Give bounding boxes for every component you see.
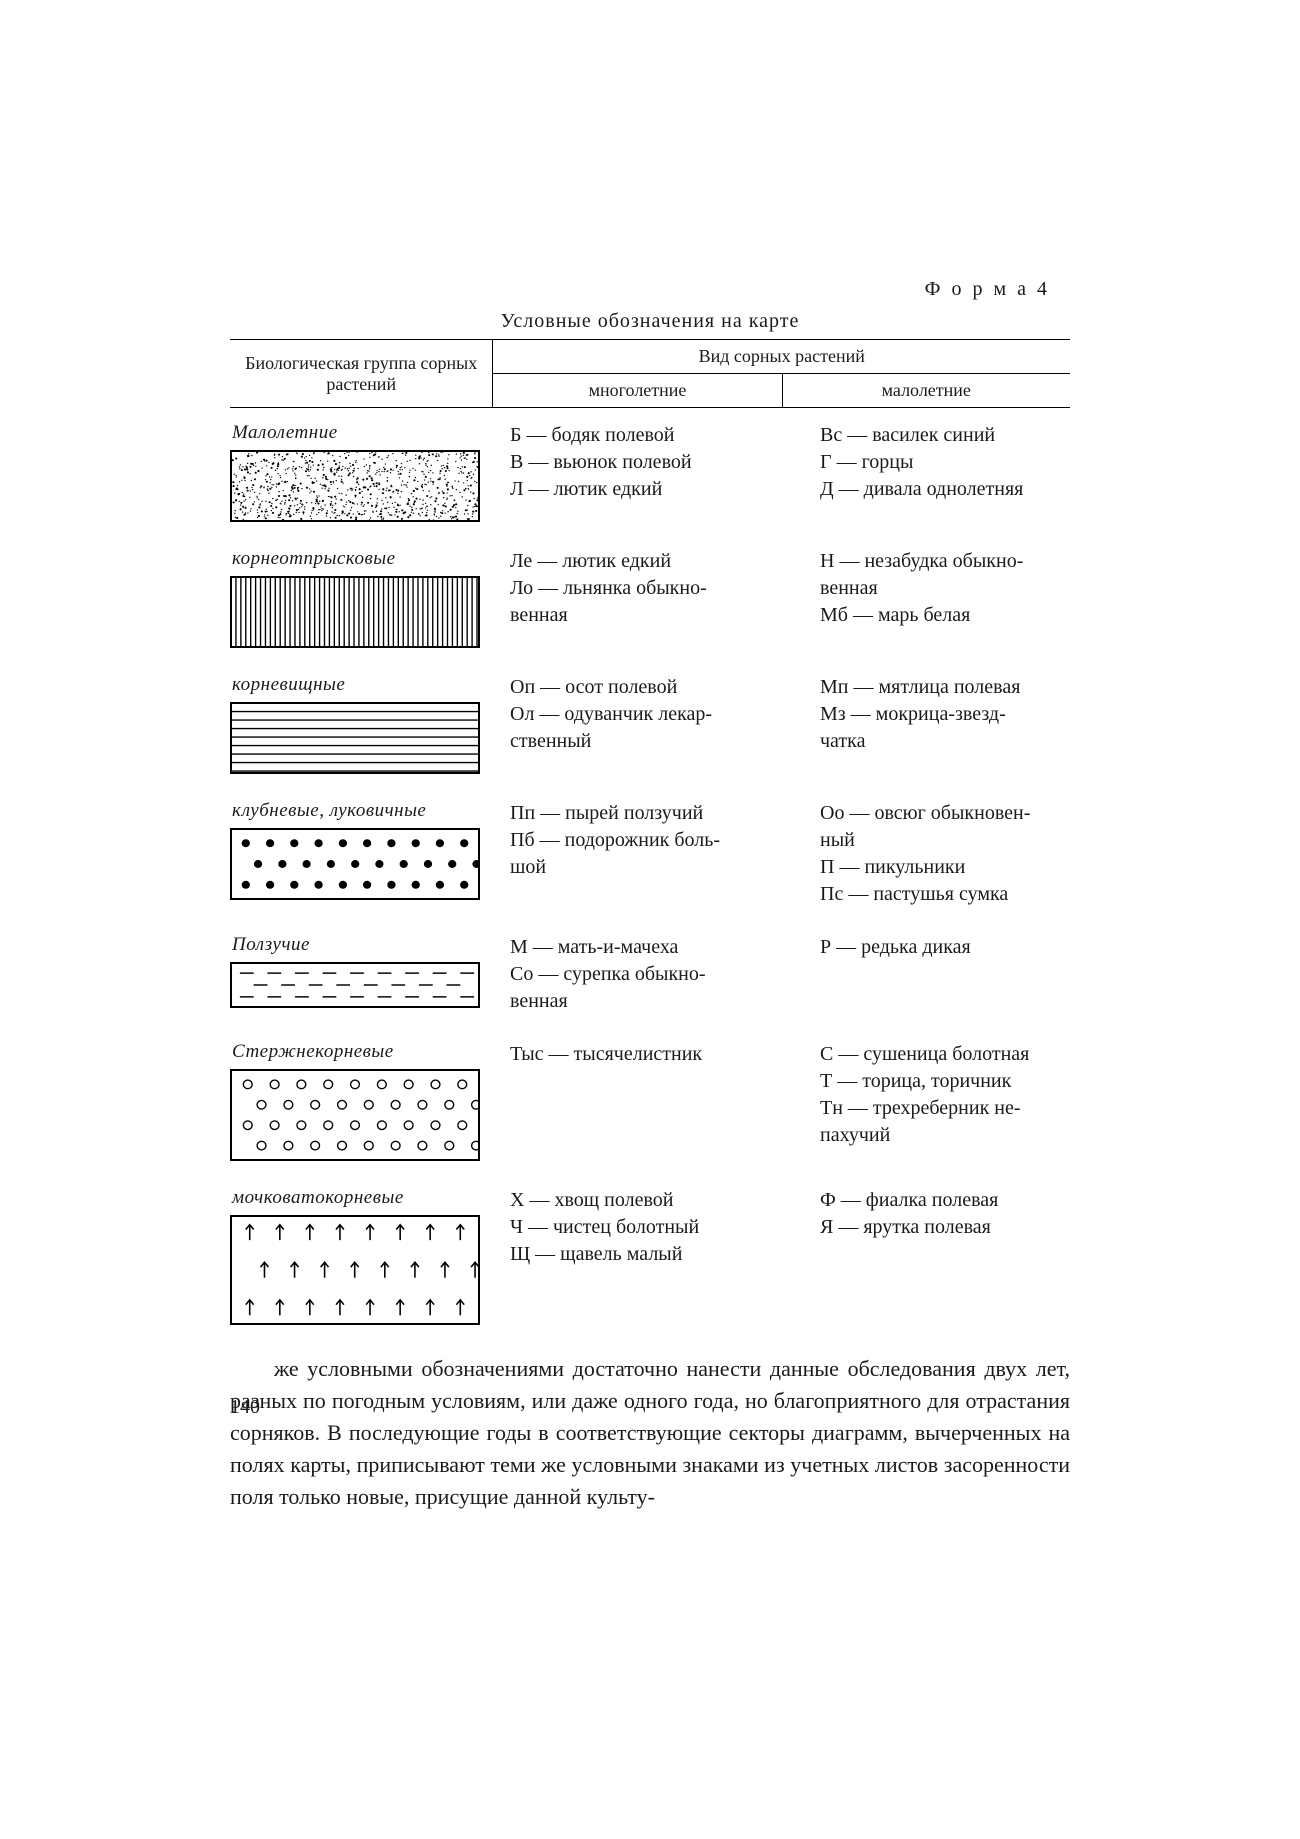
species-line: Тн — трехреберник не- xyxy=(820,1095,1110,1122)
legend-row: корнеотпрысковые Ле — лютик едкийЛо — льн… xyxy=(230,548,1070,648)
pattern-swatch xyxy=(230,1069,480,1161)
col-perennial: М — мать-и-мачехаСо — сурепка обыкно-вен… xyxy=(510,934,800,1015)
species-line: Н — незабудка обыкно- xyxy=(820,548,1110,575)
species-line: Я — ярутка полевая xyxy=(820,1214,1110,1241)
swatch-cell: Малолетние xyxy=(230,422,490,522)
species-line: Ле — лютик едкий xyxy=(510,548,800,575)
species-line: шой xyxy=(510,854,800,881)
species-line: Мз — мокрица-звезд- xyxy=(820,701,1110,728)
species-line: Мп — мятлица полевая xyxy=(820,674,1110,701)
group-label: Ползучие xyxy=(232,934,490,956)
species-line: М — мать-и-мачеха xyxy=(510,934,800,961)
species-line: Ч — чистец болотный xyxy=(510,1214,800,1241)
species-line: Ол — одуванчик лекар- xyxy=(510,701,800,728)
species-line: Ло — льнянка обыкно- xyxy=(510,575,800,602)
species-line: Т — торица, торичник xyxy=(820,1068,1110,1095)
species-line: Л — лютик едкий xyxy=(510,476,800,503)
species-line: Щ — щавель малый xyxy=(510,1241,800,1268)
species-line: ный xyxy=(820,827,1110,854)
col-perennial: Ле — лютик едкийЛо — льнянка обыкно-венн… xyxy=(510,548,800,629)
col-annual: Вс — василек синийГ — горцыД — дивала од… xyxy=(820,422,1110,503)
species-line: Ф — фиалка полевая xyxy=(820,1187,1110,1214)
species-line: П — пикульники xyxy=(820,854,1110,881)
species-line: венная xyxy=(820,575,1110,602)
species-line: ственный xyxy=(510,728,800,755)
legend-header-table: Биологическая группа сорных растений Вид… xyxy=(230,339,1070,408)
species-line: Со — сурепка обыкно- xyxy=(510,961,800,988)
species-line: Пс — пастушья сумка xyxy=(820,881,1110,908)
legend-rows: Малолетние Б — бодяк полевойВ — вьюнок по… xyxy=(230,422,1070,1325)
pattern-swatch xyxy=(230,1215,480,1325)
species-line: Тыс — тысячелистник xyxy=(510,1041,800,1068)
swatch-cell: клубневые, луковичные xyxy=(230,800,490,900)
swatch-cell: Стержнекорневые xyxy=(230,1041,490,1161)
species-line: Вс — василек синий xyxy=(820,422,1110,449)
group-label: Стержнекорневые xyxy=(232,1041,490,1063)
legend-row: СтержнекорневыеТыс — тысячелистникС — су… xyxy=(230,1041,1070,1161)
legend-row: Малолетние Б — бодяк полевойВ — вьюнок по… xyxy=(230,422,1070,522)
legend-row: мочковатокорневые xyxy=(230,1187,1070,1325)
col-perennial: Пп — пырей ползучийПб — подорожник боль-… xyxy=(510,800,800,881)
species-line: Б — бодяк полевой xyxy=(510,422,800,449)
col-perennial: Оп — осот полевойОл — одуванчик лекар-ст… xyxy=(510,674,800,755)
pattern-swatch xyxy=(230,576,480,648)
group-label: мочковатокорневые xyxy=(232,1187,490,1209)
form-number: Ф о р м а 4 xyxy=(925,278,1050,301)
header-col-2: малолетние xyxy=(782,374,1070,408)
header-col-group: Биологическая группа сорных растений xyxy=(230,340,493,408)
col-annual: Ф — фиалка полеваяЯ — ярутка полевая xyxy=(820,1187,1110,1241)
col-annual: С — сушеница болотнаяТ — торица, торични… xyxy=(820,1041,1110,1149)
species-line: венная xyxy=(510,602,800,629)
species-line: венная xyxy=(510,988,800,1015)
species-line: В — вьюнок полевой xyxy=(510,449,800,476)
header-col-span: Вид сорных растений xyxy=(493,340,1070,374)
group-label: клубневые, луковичные xyxy=(232,800,490,822)
species-line: чатка xyxy=(820,728,1110,755)
body-paragraph: же условными обозначениями достаточно на… xyxy=(230,1353,1070,1512)
species-line: Г — горцы xyxy=(820,449,1110,476)
species-line: Пп — пырей ползучий xyxy=(510,800,800,827)
group-label: корневищные xyxy=(232,674,490,696)
col-perennial: Б — бодяк полевойВ — вьюнок полевойЛ — л… xyxy=(510,422,800,503)
swatch-cell: корнеотпрысковые xyxy=(230,548,490,648)
col-annual: Р — редька дикая xyxy=(820,934,1110,961)
legend-row: Ползучие М — мать-и-мачехаСо — сурепка об… xyxy=(230,934,1070,1015)
col-annual: Оо — овсюг обыкновен-ныйП — пикульникиПс… xyxy=(820,800,1110,908)
swatch-cell: корневищные xyxy=(230,674,490,774)
page-title: Условные обозначения на карте xyxy=(230,310,1070,333)
group-label: корнеотпрысковые xyxy=(232,548,490,570)
species-line: пахучий xyxy=(820,1122,1110,1149)
species-line: Х — хвощ полевой xyxy=(510,1187,800,1214)
species-line: Р — редька дикая xyxy=(820,934,1110,961)
pattern-swatch xyxy=(230,450,480,522)
pattern-swatch xyxy=(230,702,480,774)
species-line: Пб — подорожник боль- xyxy=(510,827,800,854)
page: Ф о р м а 4 Условные обозначения на карт… xyxy=(0,0,1300,1839)
species-line: Д — дивала однолетняя xyxy=(820,476,1110,503)
species-line: Оп — осот полевой xyxy=(510,674,800,701)
swatch-cell: мочковатокорневые xyxy=(230,1187,490,1325)
pattern-swatch xyxy=(230,962,480,1008)
legend-row: клубневые, луковичные Пп — пырей ползучий… xyxy=(230,800,1070,908)
species-line: Оо — овсюг обыкновен- xyxy=(820,800,1110,827)
species-line: С — сушеница болотная xyxy=(820,1041,1110,1068)
swatch-cell: Ползучие xyxy=(230,934,490,1008)
pattern-swatch xyxy=(230,828,480,900)
header-col-1: многолетние xyxy=(493,374,782,408)
group-label: Малолетние xyxy=(232,422,490,444)
col-annual: Н — незабудка обыкно-веннаяМб — марь бел… xyxy=(820,548,1110,629)
col-annual: Мп — мятлица полеваяМз — мокрица-звезд-ч… xyxy=(820,674,1110,755)
page-number: 140 xyxy=(230,1396,260,1419)
col-perennial: Х — хвощ полевойЧ — чистец болотныйЩ — щ… xyxy=(510,1187,800,1268)
col-perennial: Тыс — тысячелистник xyxy=(510,1041,800,1068)
species-line: Мб — марь белая xyxy=(820,602,1110,629)
legend-row: корневищные Оп — осот полевойОл — одуванч… xyxy=(230,674,1070,774)
